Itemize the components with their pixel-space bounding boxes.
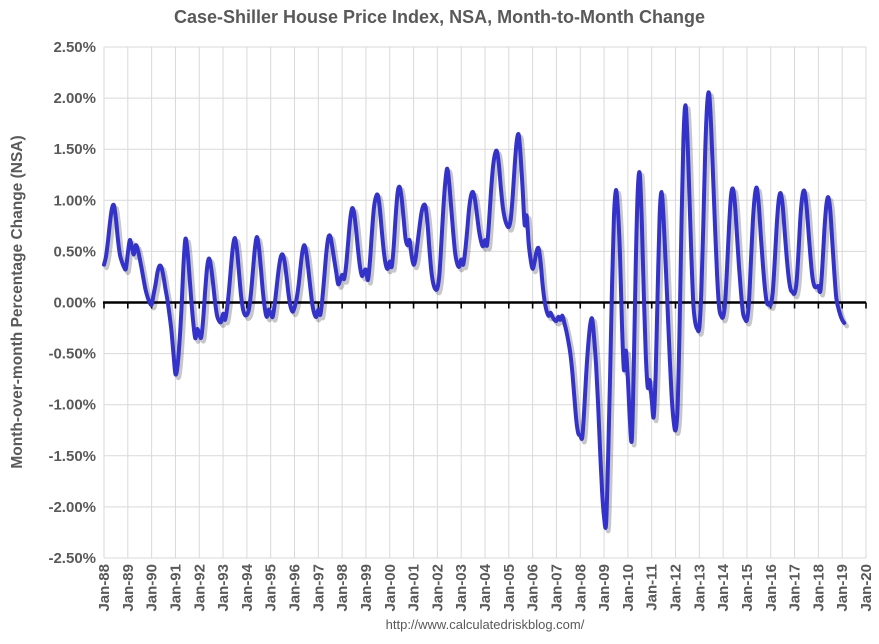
y-axis-title: Month-over-month Percentage Change (NSA) xyxy=(9,135,26,468)
x-tick-label: Jan-94 xyxy=(239,563,256,611)
y-tick-label: -2.00% xyxy=(48,499,96,516)
vertical-gridlines xyxy=(103,47,867,558)
x-tick-label: Jan-00 xyxy=(382,564,399,612)
x-tick-label: Jan-17 xyxy=(787,564,804,612)
x-tick-label: Jan-99 xyxy=(358,564,375,612)
x-tick-label: Jan-97 xyxy=(310,564,327,612)
x-tick-label: Jan-05 xyxy=(501,564,518,612)
chart-title: Case-Shiller House Price Index, NSA, Mon… xyxy=(173,7,706,27)
x-tick-label: Jan-08 xyxy=(572,564,589,612)
series-line-case-shiller-mom xyxy=(102,90,847,530)
x-tick-label: Jan-90 xyxy=(144,564,161,612)
y-tick-label: 0.50% xyxy=(53,243,96,260)
y-tick-label: -1.50% xyxy=(48,448,96,465)
line-path xyxy=(102,90,847,530)
x-tick-label: Jan-96 xyxy=(287,564,304,612)
x-tick-label: Jan-98 xyxy=(334,564,351,612)
x-tick-label: Jan-11 xyxy=(644,564,661,611)
y-tick-label: 1.50% xyxy=(53,141,96,158)
x-tick-label: Jan-07 xyxy=(548,564,565,612)
x-tick-label: Jan-13 xyxy=(691,564,708,612)
x-tick-label: Jan-12 xyxy=(668,564,685,612)
y-tick-label: -2.50% xyxy=(48,550,96,567)
y-tick-label: 0.00% xyxy=(53,295,96,312)
x-tick-label: Jan-04 xyxy=(477,563,494,611)
x-tick-label: Jan-10 xyxy=(620,564,637,612)
y-tick-label: -1.00% xyxy=(48,397,96,414)
x-tick-label: Jan-88 xyxy=(96,564,113,612)
x-tick-label: Jan-91 xyxy=(167,564,184,612)
x-tick-label: Jan-06 xyxy=(525,564,542,612)
y-tick-label: 2.00% xyxy=(53,90,96,107)
x-tick-label: Jan-09 xyxy=(596,564,613,612)
y-tick-label: 2.50% xyxy=(53,39,96,56)
x-tick-label: Jan-19 xyxy=(834,564,851,612)
source-url: http://www.calculatedriskblog.com/ xyxy=(385,617,585,632)
x-tick-label: Jan-16 xyxy=(763,564,780,612)
x-tick-label: Jan-89 xyxy=(120,564,137,612)
x-tick-label: Jan-92 xyxy=(191,564,208,612)
x-axis-tick-labels: Jan-88 Jan-89 Jan-90 Jan-91 Jan-92 Jan-93 Jan-… xyxy=(96,563,875,611)
x-tick-label: Jan-02 xyxy=(429,564,446,612)
x-tick-label: Jan-03 xyxy=(453,564,470,612)
y-tick-label: 1.00% xyxy=(53,192,96,209)
x-tick-label: Jan-14 xyxy=(715,563,732,611)
x-tick-label: Jan-20 xyxy=(858,564,875,612)
x-tick-label: Jan-18 xyxy=(810,564,827,612)
x-tick-label: Jan-01 xyxy=(406,564,423,612)
x-tick-label: Jan-15 xyxy=(739,564,756,612)
x-tick-label: Jan-93 xyxy=(215,564,232,612)
y-tick-label: -0.50% xyxy=(48,346,96,363)
y-axis-tick-labels: 2.50% 2.00% 1.50% 1.00% 0.50% 0.00% -0.50% -1.0… xyxy=(48,39,96,567)
x-tick-label: Jan-95 xyxy=(263,564,280,612)
